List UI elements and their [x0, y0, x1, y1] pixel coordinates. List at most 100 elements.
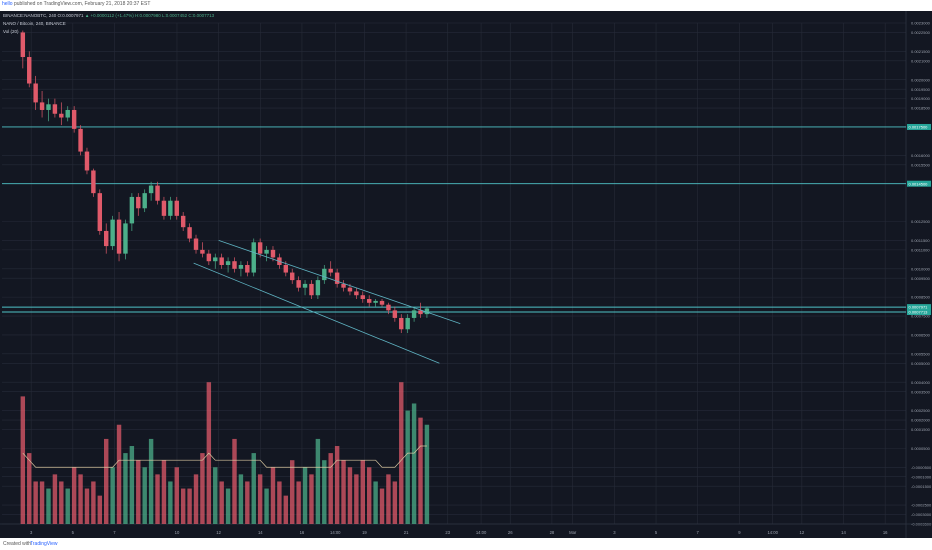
volume-bar: [322, 460, 327, 524]
candle-body: [347, 287, 353, 292]
volume-bar: [251, 453, 256, 524]
y-tick-label: 0.0019500: [911, 87, 931, 92]
symbol-low: L:0.0007452: [162, 13, 188, 18]
candle-body: [315, 280, 321, 296]
volume-bar: [347, 467, 353, 524]
candle-body: [373, 300, 378, 303]
volume-bar: [334, 446, 340, 524]
candle-body: [116, 219, 122, 254]
trend-channel-line: [193, 262, 440, 364]
candle-body: [155, 185, 160, 201]
volume-bar: [161, 460, 167, 524]
candle-body: [392, 310, 398, 318]
volume-bar: [46, 488, 51, 524]
candle-body: [174, 200, 179, 216]
candle-body: [71, 109, 77, 129]
volume-bar: [213, 467, 218, 524]
volume-bar: [52, 474, 58, 524]
volume-bar: [142, 467, 147, 524]
y-tick-label: 0.0021000: [911, 58, 931, 63]
volume-bar: [392, 481, 398, 524]
y-tick-label: 0.0004000: [911, 380, 931, 385]
price-chart-svg: 0.0023000 0.0022500 0.0021500 0.0021000 0.00…: [0, 11, 932, 538]
y-tick-label: 0.0021500: [911, 49, 931, 54]
candle-body: [238, 264, 244, 269]
x-tick-label: 10: [175, 530, 180, 535]
y-tick-label: 0.0022500: [911, 30, 931, 35]
x-tick-label: 26: [508, 530, 513, 535]
x-tick-label: 21: [404, 530, 409, 535]
x-tick-label: 28: [550, 530, 555, 535]
x-tick-label: 16: [883, 530, 888, 535]
y-tick-label: 0.0003500: [911, 389, 931, 394]
y-tick-label: 0.0018500: [911, 106, 931, 111]
level-price-label: 0.0014500: [909, 181, 929, 186]
volume-bar: [155, 474, 160, 524]
symbol-high: H:0.0007980: [135, 13, 161, 18]
y-tick-label: 0.0005000: [911, 361, 931, 366]
volume-bar: [405, 410, 410, 524]
symbol-line: BINANCE:NANOBTC, 240 O:0.0007971 ▲ +0.00…: [3, 13, 214, 18]
trend-channel-line: [218, 240, 461, 324]
candle-body: [405, 317, 410, 330]
volume-bar: [104, 438, 109, 524]
candle-body: [322, 268, 327, 281]
volume-bar: [386, 474, 391, 524]
y-tick-label: 0.0016000: [911, 153, 931, 158]
volume-legend: Vol (20): [3, 29, 19, 34]
candle-body: [65, 109, 70, 118]
volume-bar: [71, 467, 77, 524]
y-tick-label: -0.0000500: [911, 465, 932, 470]
candle-body: [78, 128, 83, 152]
candle-body: [110, 219, 115, 247]
author-link[interactable]: hello: [2, 1, 13, 7]
x-tick-label: 7: [697, 530, 700, 535]
candle-body: [270, 249, 276, 258]
candle-body: [46, 104, 51, 110]
x-tick-label: 3: [30, 530, 33, 535]
volume-bar: [366, 467, 372, 524]
y-tick-label: 0.0001500: [911, 427, 931, 432]
y-tick-label: 0.0006500: [911, 333, 931, 338]
volume-bar: [290, 460, 295, 524]
y-tick-label: -0.0001500: [911, 484, 932, 489]
candle-body: [225, 261, 231, 265]
candle-body: [33, 83, 38, 103]
volume-bar: [296, 481, 301, 524]
candle-body: [366, 299, 372, 303]
x-tick-label: Mar: [569, 530, 577, 535]
volume-bar: [84, 488, 90, 524]
tradingview-brand[interactable]: TradingView: [30, 541, 58, 547]
y-tick-label: 0.0009500: [911, 276, 931, 281]
volume-ma-line: [22, 445, 427, 468]
candle-body: [232, 261, 237, 269]
symbol-change: ▲ +0.0000112 (+1.47%): [84, 13, 134, 18]
candle-body: [302, 283, 308, 288]
candle-body: [84, 151, 90, 171]
candle-body: [411, 310, 417, 318]
candle-body: [180, 215, 186, 228]
y-tick-label: 0.0002000: [911, 418, 931, 423]
candle-body: [136, 196, 141, 209]
volume-bar: [129, 446, 135, 524]
chart-area[interactable]: BINANCE:NANOBTC, 240 O:0.0007971 ▲ +0.00…: [0, 11, 932, 538]
volume-bar: [418, 417, 423, 524]
volume-bar: [39, 481, 45, 524]
candle-body: [219, 257, 224, 265]
x-tick-label: 16: [300, 530, 305, 535]
candle-body: [59, 113, 64, 118]
symbol-open: O:0.0007971: [57, 13, 84, 18]
volume-bar: [360, 460, 365, 524]
candle-body: [360, 295, 365, 300]
volume-bar: [20, 396, 26, 524]
volume-bar: [136, 460, 141, 524]
volume-bar: [315, 438, 321, 524]
volume-bar: [33, 481, 38, 524]
volume-bar: [91, 481, 96, 524]
y-tick-label: 0.0002500: [911, 408, 931, 413]
x-tick-label: 5: [655, 530, 658, 535]
level-price-label: 0.0007971: [909, 305, 929, 310]
candle-body: [251, 242, 256, 273]
volume-bar: [27, 453, 32, 524]
y-tick-label: 0.0000500: [911, 446, 931, 451]
